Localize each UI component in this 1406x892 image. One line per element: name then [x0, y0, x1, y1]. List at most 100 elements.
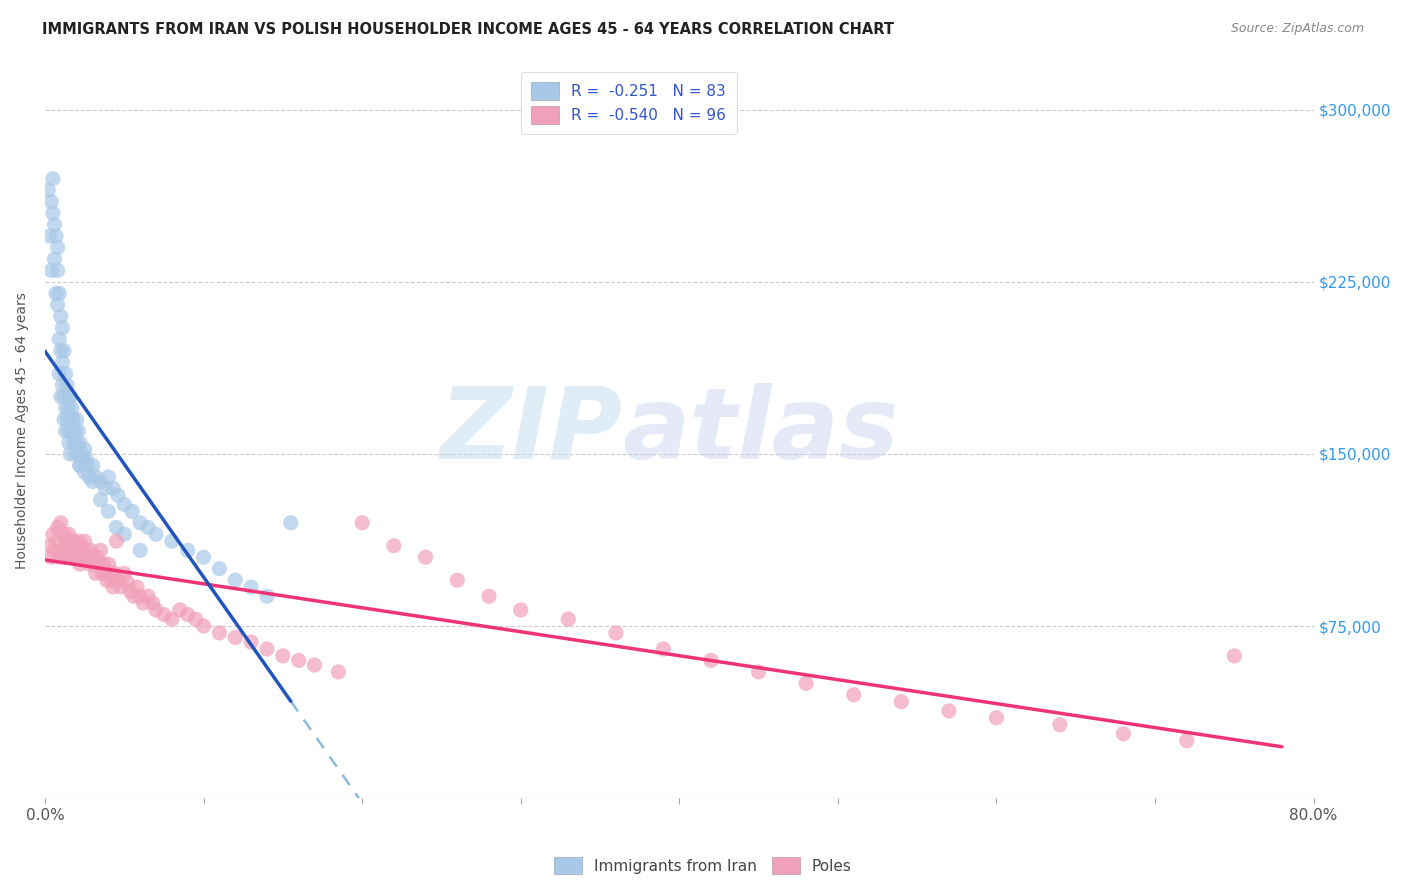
Point: [58, 539, 80, 553]
Point: [39, 263, 62, 277]
Point: [45, 286, 67, 301]
Point: [53, 343, 76, 358]
Point: [63, 424, 86, 438]
Point: [48, 332, 70, 346]
Point: [382, 539, 405, 553]
Point: [87, 557, 110, 571]
Text: ZIP: ZIP: [439, 383, 623, 480]
Point: [39, 194, 62, 209]
Text: Source: ZipAtlas.com: Source: ZipAtlas.com: [1230, 22, 1364, 36]
Point: [136, 589, 159, 603]
Point: [58, 435, 80, 450]
Point: [62, 412, 84, 426]
Point: [42, 527, 65, 541]
Point: [748, 665, 770, 679]
Point: [63, 447, 86, 461]
Point: [1223, 648, 1246, 663]
Point: [153, 607, 176, 622]
Point: [86, 550, 108, 565]
Point: [125, 580, 148, 594]
Point: [184, 612, 207, 626]
Point: [51, 355, 73, 369]
Point: [59, 447, 82, 461]
Point: [112, 566, 135, 581]
Point: [1049, 717, 1071, 731]
Point: [55, 367, 77, 381]
Point: [80, 543, 103, 558]
Point: [107, 488, 129, 502]
Point: [69, 458, 91, 473]
Point: [73, 442, 96, 457]
Point: [73, 466, 96, 480]
Point: [58, 390, 80, 404]
Point: [605, 626, 627, 640]
Point: [53, 550, 76, 565]
Point: [67, 424, 90, 438]
Point: [104, 566, 127, 581]
Point: [105, 520, 128, 534]
Point: [287, 653, 309, 667]
Point: [129, 516, 152, 530]
Point: [478, 589, 501, 603]
Text: IMMIGRANTS FROM IRAN VS POLISH HOUSEHOLDER INCOME AGES 45 - 64 YEARS CORRELATION: IMMIGRANTS FROM IRAN VS POLISH HOUSEHOLD…: [42, 22, 894, 37]
Point: [94, 566, 117, 581]
Point: [129, 589, 152, 603]
Point: [145, 603, 167, 617]
Point: [93, 557, 115, 571]
Point: [42, 171, 65, 186]
Point: [55, 424, 77, 438]
Point: [53, 412, 76, 426]
Point: [72, 548, 94, 562]
Point: [89, 492, 111, 507]
Point: [132, 596, 155, 610]
Point: [46, 520, 69, 534]
Point: [98, 566, 121, 581]
Point: [82, 550, 104, 565]
Point: [67, 447, 90, 461]
Point: [415, 550, 437, 565]
Point: [176, 607, 198, 622]
Point: [1112, 727, 1135, 741]
Point: [96, 573, 118, 587]
Point: [117, 575, 139, 590]
Point: [176, 543, 198, 558]
Point: [75, 543, 97, 558]
Point: [256, 642, 278, 657]
Point: [240, 635, 263, 649]
Point: [55, 534, 77, 549]
Point: [56, 543, 79, 558]
Point: [105, 534, 128, 549]
Point: [53, 527, 76, 541]
Point: [58, 424, 80, 438]
Point: [91, 566, 114, 581]
Point: [51, 378, 73, 392]
Point: [97, 504, 120, 518]
Point: [70, 447, 93, 461]
Point: [73, 550, 96, 565]
Point: [193, 550, 215, 565]
Point: [60, 401, 83, 416]
Point: [82, 458, 104, 473]
Point: [44, 218, 66, 232]
Point: [986, 711, 1008, 725]
Point: [224, 573, 246, 587]
Point: [304, 658, 326, 673]
Point: [67, 534, 90, 549]
Point: [45, 229, 67, 244]
Point: [129, 543, 152, 558]
Point: [160, 612, 183, 626]
Point: [169, 603, 191, 617]
Point: [44, 543, 66, 558]
Point: [89, 475, 111, 489]
Point: [652, 642, 675, 657]
Point: [60, 424, 83, 438]
Point: [1175, 733, 1198, 747]
Point: [94, 482, 117, 496]
Point: [66, 435, 89, 450]
Point: [62, 550, 84, 565]
Point: [108, 573, 131, 587]
Point: [890, 695, 912, 709]
Point: [82, 475, 104, 489]
Point: [280, 516, 302, 530]
Point: [557, 612, 579, 626]
